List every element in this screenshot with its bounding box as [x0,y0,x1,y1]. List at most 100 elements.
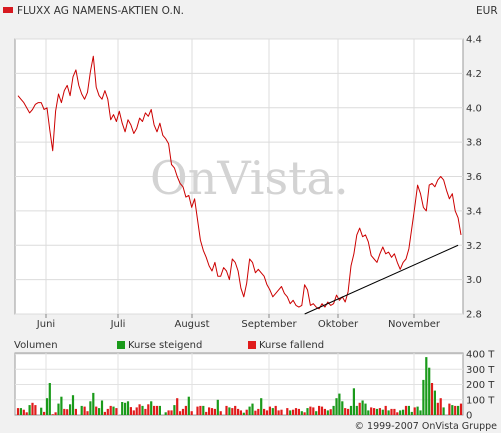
volume-bar-rising [410,411,413,415]
price-grid [15,38,463,315]
volume-bar-falling [378,408,381,415]
volume-label: Volumen [14,340,58,351]
volume-bar-falling [277,410,280,415]
volume-bar-rising [150,401,153,415]
volume-y-tick-label: 300 T [466,365,495,376]
volume-bar-rising [349,405,353,415]
volume-bar-falling [22,409,25,415]
price-y-tick-label: 4.2 [466,69,482,80]
volume-bar-falling [430,383,434,415]
volume-bar-rising [92,392,95,415]
volume-bar-rising [164,412,167,415]
volume-y-tick-label: 0 [466,411,472,422]
volume-bar-rising [335,398,338,415]
volume-bar-falling [303,412,306,415]
volume-bar-falling [43,411,46,415]
volume-bar-rising [202,405,205,415]
volume-bar-rising [338,393,341,415]
volume-bar-rising [381,409,384,415]
volume-bar-rising [260,398,263,415]
price-x-axis: Juni Juli August September Oktober November [36,314,441,330]
volume-bar-rising [69,404,72,415]
volume-bar-falling [103,411,106,415]
volume-y-tick-label: 400 T [466,350,495,361]
volume-bar-rising [315,411,318,415]
volume-bar-rising [19,408,22,415]
volume-bar-rising [271,408,274,415]
x-tick-label: August [175,319,210,330]
volume-bar-falling [329,409,332,415]
volume-bar-rising [433,390,436,415]
price-y-tick-label: 3.0 [466,275,482,286]
volume-bar-rising [375,408,379,415]
volume-bar-falling [179,411,182,415]
x-tick-label: November [388,319,441,330]
volume-bar-rising [422,379,425,415]
volume-y-tick-label: 200 T [466,380,495,391]
volume-bar-rising [457,405,460,415]
volume-bar-rising [289,410,292,415]
volume-bar-falling [257,408,260,415]
volume-bar-rising [98,408,101,415]
volume-bar-rising [216,399,219,416]
price-y-tick-label: 3.4 [466,206,482,217]
volume-bar-rising [407,405,410,415]
price-y-tick-label: 2.8 [466,310,482,321]
volume-bar-rising [361,400,364,415]
volume-bar-rising [80,405,83,415]
x-tick-label: September [241,319,297,330]
volume-bar-falling [25,412,28,415]
x-tick-label: Juni [36,319,55,330]
volume-bar-rising [402,409,405,415]
price-line [17,55,462,310]
volume-bar-falling [370,407,373,415]
volume-bar-falling [115,408,118,415]
volume-bar-rising [387,410,390,415]
volume-bar-falling [309,406,312,415]
volume-bar-falling [239,410,242,415]
chart-title: FLUXX AG NAMENS-AKTIEN O.N. [17,5,184,17]
volume-bar-rising [367,410,370,415]
volume-bar-falling [294,408,298,415]
volume-bar-falling [459,403,463,415]
watermark-text: OnVista. [150,151,349,205]
volume-bar-falling [109,405,112,415]
volume-bar-rising [187,396,190,415]
x-tick-label: Juli [110,319,126,330]
price-y-tick-label: 3.6 [466,172,482,183]
volume-bar-falling [297,408,300,415]
rising-legend-label: Kurse steigend [128,340,202,351]
volume-bar-falling [147,404,150,415]
volume-bar-falling [167,410,170,415]
volume-bar-falling [231,408,234,415]
volume-bar-falling [274,405,277,415]
volume-bar-falling [74,408,77,415]
volume-bar-rising [355,405,358,415]
volume-bar-rising [141,405,144,415]
volume-bar-falling [155,405,159,415]
volume-bar-falling [66,409,69,415]
volume-bar-falling [95,406,98,415]
volume-bar-rising [40,407,43,415]
rising-legend-swatch [117,341,125,349]
volume-bar-falling [347,408,350,415]
volume-bar-falling [320,406,324,415]
volume-bar-rising [242,412,245,415]
volume-bar-falling [135,407,138,415]
volume-bar-rising [352,388,355,415]
volume-bar-falling [153,405,156,415]
volume-bar-falling [344,408,347,415]
volume-bar-falling [404,405,408,415]
volume-bar-rising [89,401,92,415]
volume-bar-falling [210,408,214,415]
volume-bar-falling [16,408,20,415]
volume-bar-rising [399,410,402,415]
volume-bar-falling [51,414,54,415]
volume-bar-falling [292,409,295,415]
volume-bar-falling [106,408,109,415]
volume-bar-falling [312,407,315,415]
trend-line [304,244,459,315]
volume-layer [16,357,463,416]
volume-bar-falling [170,410,173,415]
